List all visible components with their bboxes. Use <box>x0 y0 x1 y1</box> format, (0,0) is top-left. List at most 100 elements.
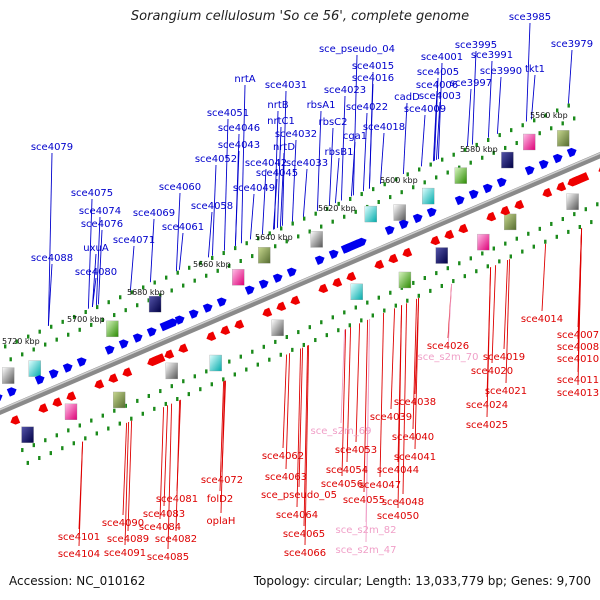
forward-gene-label: sce4071 <box>113 235 155 246</box>
reverse-gene-arrow <box>430 235 441 246</box>
forward-gene-label-leader <box>567 49 573 104</box>
tick-mark <box>4 344 7 349</box>
forward-gene-label-leader <box>178 232 184 270</box>
scale-label: 5560 kbp <box>530 111 568 120</box>
tick-mark <box>400 190 403 195</box>
tick-mark <box>234 246 237 251</box>
reverse-gene-label-leader <box>491 265 497 364</box>
forward-gene-label: rbsB1 <box>325 147 354 158</box>
forward-gene-label: sce4031 <box>265 80 307 91</box>
reverse-gene-label-leader <box>414 298 420 450</box>
tick-mark <box>32 347 35 352</box>
tick-mark <box>256 362 259 367</box>
forward-gene-label-leader <box>471 50 477 145</box>
tick-mark <box>429 162 432 167</box>
tick-mark <box>343 310 346 315</box>
scale-labels: 5560 kbp 5580 kbp 5600 kbp 5620 kbp 5640 kbp… <box>2 111 568 346</box>
forward-gene-label: sce4016 <box>352 73 394 84</box>
reverse-gene-label-leader <box>124 421 130 546</box>
tick-mark <box>55 433 58 438</box>
tick-mark <box>107 426 110 431</box>
reverse-gene-label: sce4010 <box>557 354 599 365</box>
forward-gene-arrow <box>340 239 363 254</box>
scale-label: 5580 kbp <box>460 145 498 154</box>
forward-gene-arrow <box>118 339 129 349</box>
reverse-gene-label: sce4055 <box>343 495 385 506</box>
forward-gene-label-leader <box>91 253 97 308</box>
reverse-gene-label-leader <box>285 353 291 470</box>
forward-gene-label: sce4045 <box>256 168 298 179</box>
reverse-gene-arrow <box>94 379 105 389</box>
forward-gene-label: sce3990 <box>480 66 522 77</box>
tick-mark <box>124 403 127 408</box>
reverse-gene-label: sce4072 <box>201 475 243 486</box>
forward-gene-label-leader <box>420 114 426 167</box>
tick-mark <box>211 255 214 260</box>
tick-mark <box>481 251 484 256</box>
tick-mark <box>251 254 254 259</box>
reverse-gene-label: sce4104 <box>58 549 100 560</box>
tick-mark <box>182 379 185 384</box>
tick-mark <box>515 236 518 241</box>
reverse-gene-label-leader <box>397 305 403 509</box>
tick-mark <box>285 239 288 244</box>
forward-gene-arrow <box>552 153 563 164</box>
tick-mark <box>136 303 139 308</box>
tick-mark <box>561 121 564 126</box>
tick-mark <box>406 172 409 177</box>
forward-gene-label: sce4001 <box>421 52 463 63</box>
reverse-gene-arrow <box>234 319 245 329</box>
tick-mark <box>417 293 420 298</box>
tick-mark <box>423 180 426 185</box>
tick-mark <box>176 397 179 402</box>
forward-gene-arrow <box>272 273 283 283</box>
reverse-gene-label: sce4054 <box>326 465 368 476</box>
tick-mark <box>27 334 30 339</box>
tick-mark <box>107 300 110 305</box>
forward-gene-arrow <box>132 333 143 343</box>
tick-mark <box>302 342 305 347</box>
reverse-gene-label: sce4041 <box>394 452 436 463</box>
reverse-gene-label: sce4020 <box>471 366 513 377</box>
reverse-gene-label: sce4081 <box>156 494 198 505</box>
reverse-gene-arrow <box>444 229 455 240</box>
tick-mark <box>205 369 208 374</box>
tick-mark <box>573 116 576 121</box>
tick-mark <box>348 323 351 328</box>
tick-mark <box>130 416 133 421</box>
tick-mark <box>84 436 87 441</box>
forward-gene-arrow <box>159 318 178 332</box>
reverse-gene-label-leader <box>282 354 288 449</box>
forward-gene-arrow <box>384 225 395 235</box>
reverse-gene-arrow <box>374 259 385 269</box>
reverse-gene-arrow <box>346 271 357 281</box>
forward-gene-arrow <box>202 303 213 313</box>
reverse-gene-label: sce4038 <box>394 397 436 408</box>
reverse-gene-label: sce4084 <box>139 522 181 533</box>
tick-mark <box>578 224 581 229</box>
tick-mark <box>377 200 380 205</box>
tick-mark <box>61 319 64 324</box>
forward-gene-label-leader <box>379 132 385 184</box>
tick-mark <box>21 448 24 453</box>
reverse-gene-arrow <box>52 397 63 407</box>
forward-gene-label-leader <box>466 88 472 147</box>
forward-gene-label: sce4032 <box>275 129 317 140</box>
tick-mark <box>343 214 346 219</box>
tick-mark <box>73 314 76 319</box>
tick-mark <box>38 456 41 461</box>
tick-mark <box>360 318 363 323</box>
reverse-gene-label-leader <box>486 267 492 418</box>
tick-mark <box>279 352 282 357</box>
reverse-gene-label: sce4082 <box>155 534 197 545</box>
forward-gene-label-leader <box>437 62 443 160</box>
feature-box <box>435 247 448 264</box>
tick-mark <box>21 352 24 357</box>
forward-gene-arrow <box>566 147 577 158</box>
reverse-gene-label: sce4089 <box>107 534 149 545</box>
forward-gene-label-leader <box>207 211 213 258</box>
reverse-gene-label-leader <box>220 380 226 514</box>
